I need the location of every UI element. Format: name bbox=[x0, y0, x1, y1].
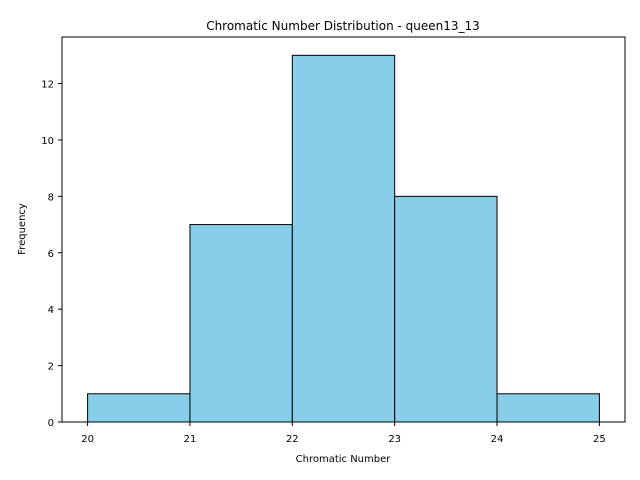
x-tick-label: 23 bbox=[388, 434, 401, 445]
x-tick-label: 24 bbox=[491, 434, 504, 445]
histogram-bar bbox=[291, 54, 396, 423]
x-axis-label: Chromatic Number bbox=[296, 454, 392, 465]
chart-title: Chromatic Number Distribution - queen13_… bbox=[206, 19, 480, 33]
y-tick-label: 4 bbox=[48, 305, 54, 316]
y-tick-label: 2 bbox=[48, 362, 54, 373]
x-tick-label: 22 bbox=[286, 434, 299, 445]
x-tick-label: 21 bbox=[184, 434, 197, 445]
y-tick-label: 8 bbox=[48, 192, 54, 203]
y-tick-label: 12 bbox=[41, 80, 54, 91]
histogram-bar bbox=[87, 393, 191, 423]
y-axis-label: Frequency bbox=[17, 203, 28, 255]
x-tick-label: 20 bbox=[81, 434, 94, 445]
histogram-bar bbox=[496, 393, 600, 423]
plot-frame bbox=[61, 36, 626, 423]
bars-group bbox=[87, 54, 600, 423]
y-axis-ticks: 0 2 4 6 8 10 12 bbox=[41, 80, 62, 429]
x-tick-label: 25 bbox=[593, 434, 606, 445]
y-tick-label: 0 bbox=[48, 418, 54, 429]
histogram-bar bbox=[189, 224, 293, 423]
histogram-bar bbox=[394, 195, 498, 423]
y-tick-label: 10 bbox=[41, 136, 54, 147]
x-axis-ticks: 20 21 22 23 24 25 bbox=[81, 422, 606, 445]
y-tick-label: 6 bbox=[48, 249, 54, 260]
